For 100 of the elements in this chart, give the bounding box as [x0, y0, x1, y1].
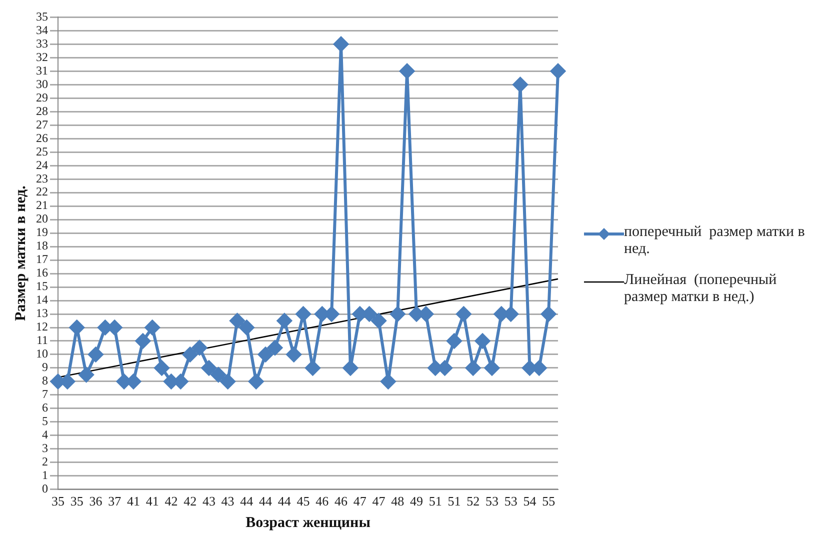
- point: [371, 313, 386, 328]
- point: [512, 77, 528, 92]
- y-tick-label: 31: [36, 63, 48, 78]
- x-tick-label: 43: [202, 494, 216, 509]
- y-tick-label: 20: [36, 212, 48, 226]
- point: [69, 320, 84, 336]
- point: [456, 306, 472, 322]
- x-tick-label: 49: [410, 494, 423, 509]
- x-tick-label: 42: [164, 494, 178, 509]
- y-tick-label: 35: [36, 9, 48, 24]
- point: [296, 306, 311, 322]
- x-tick-label: 51: [448, 494, 461, 509]
- point: [380, 374, 396, 389]
- y-tick-label: 21: [36, 198, 48, 212]
- y-tick-label: 23: [36, 171, 48, 186]
- x-tick-label: 48: [391, 494, 404, 509]
- x-tick-label: 47: [372, 494, 386, 509]
- y-tick-label: 12: [36, 320, 48, 334]
- point: [182, 346, 198, 362]
- x-axis-title: Возраст женщины: [246, 514, 371, 531]
- legend-label: поперечный размер матки в нед.: [624, 224, 806, 258]
- point: [334, 36, 349, 52]
- point: [135, 333, 150, 348]
- y-tick-label: 5: [42, 414, 48, 428]
- y-tick-label: 18: [36, 238, 48, 253]
- x-tick-label: 55: [542, 494, 556, 509]
- point: [446, 333, 462, 348]
- point: [390, 306, 406, 322]
- y-tick-label: 4: [42, 428, 48, 442]
- x-tick-label: 54: [523, 494, 537, 509]
- y-tick-label: 19: [36, 225, 48, 240]
- x-tick-label: 41: [126, 494, 140, 509]
- y-tick-label: 25: [36, 144, 48, 158]
- y-tick-label: 27: [36, 117, 48, 132]
- x-tick-label: 52: [466, 494, 480, 509]
- x-tick-label: 37: [108, 494, 122, 509]
- point: [230, 313, 245, 328]
- y-tick-label: 32: [36, 50, 48, 64]
- point: [154, 360, 170, 376]
- x-tick-label: 53: [485, 494, 498, 509]
- point: [400, 64, 415, 79]
- point: [239, 320, 254, 336]
- x-tick-label: 46: [316, 494, 330, 509]
- point: [88, 346, 104, 362]
- x-tick-label: 36: [89, 494, 103, 509]
- y-tick-label: 22: [36, 184, 48, 199]
- x-tick-label: 46: [334, 494, 348, 509]
- x-tick-label: 43: [221, 494, 234, 509]
- y-tick-label: 34: [36, 22, 48, 37]
- point: [192, 340, 208, 356]
- y-tick-label: 13: [36, 306, 48, 320]
- x-tick-label: 51: [428, 494, 442, 509]
- x-tick-label: 53: [504, 494, 518, 509]
- point: [267, 340, 282, 356]
- y-tick-label: 24: [36, 158, 48, 172]
- y-tick-label: 11: [36, 333, 48, 348]
- y-tick-label: 3: [42, 441, 48, 456]
- y-tick-label: 2: [42, 454, 48, 469]
- point: [248, 374, 264, 389]
- point: [78, 367, 94, 382]
- point: [210, 367, 226, 382]
- y-tick-label: 0: [42, 482, 48, 496]
- x-tick-label: 45: [296, 494, 310, 509]
- point: [475, 333, 490, 348]
- x-tick-label: 44: [240, 494, 254, 509]
- y-tick-label: 17: [36, 252, 48, 266]
- y-tick-label: 7: [42, 387, 48, 402]
- legend-label: Линейная (поперечный размер матки в нед.): [624, 272, 778, 306]
- point: [220, 374, 236, 389]
- x-tick-label: 41: [146, 494, 159, 509]
- point: [342, 360, 358, 376]
- point: [466, 360, 481, 376]
- x-tick-label: 42: [184, 494, 197, 509]
- y-tick-label: 6: [42, 400, 48, 415]
- point: [144, 320, 160, 336]
- point: [541, 306, 556, 322]
- point: [484, 360, 500, 376]
- y-tick-label: 1: [42, 468, 48, 482]
- y-tick-label: 29: [36, 90, 48, 104]
- y-tick-label: 28: [36, 104, 48, 118]
- y-tick-label: 8: [42, 374, 48, 388]
- y-tick-label: 30: [36, 76, 48, 91]
- y-tick-label: 9: [42, 360, 48, 374]
- y-tick-label: 10: [36, 346, 48, 361]
- point: [286, 346, 302, 362]
- point: [201, 360, 216, 376]
- point: [305, 360, 320, 376]
- x-tick-label: 44: [259, 494, 273, 509]
- y-axis-title: Размер матки в нед.: [12, 185, 29, 321]
- x-tick-label: 47: [353, 494, 367, 509]
- x-tick-label: 35: [52, 494, 64, 509]
- x-tick-label: 35: [70, 494, 84, 509]
- y-tick-label: 26: [36, 130, 48, 145]
- y-tick-label: 14: [36, 292, 48, 307]
- point: [258, 346, 274, 362]
- point: [550, 64, 566, 79]
- y-tick-label: 16: [36, 266, 48, 280]
- y-tick-label: 15: [36, 279, 48, 294]
- y-tick-label: 33: [36, 36, 48, 50]
- x-tick-label: 44: [278, 494, 292, 509]
